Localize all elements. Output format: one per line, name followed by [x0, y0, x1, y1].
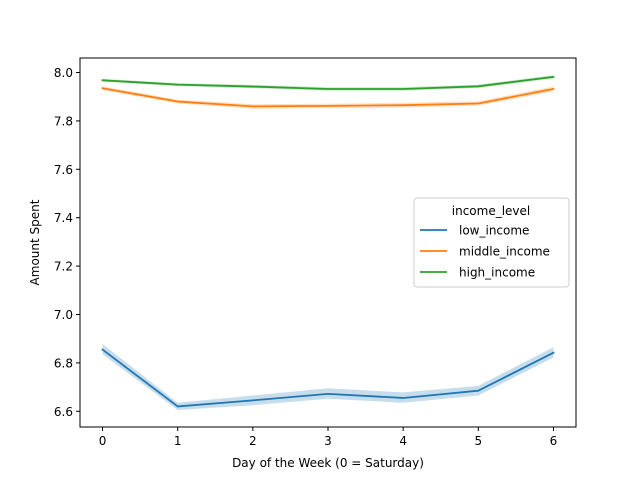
y-tick-label: 6.8 [54, 356, 73, 370]
x-axis-ticks: 0 1 2 3 4 5 6 [99, 427, 558, 448]
series-line-high_income [101, 75, 555, 90]
x-tick-label: 0 [99, 434, 107, 448]
x-tick-label: 2 [249, 434, 257, 448]
legend-label-middle_income: middle_income [459, 245, 550, 259]
confidence-band-middle_income [102, 86, 554, 109]
y-tick-label: 7.8 [54, 114, 73, 128]
y-tick-label: 7.4 [54, 211, 73, 225]
series-line-low_income [101, 348, 555, 408]
legend-label-low_income: low_income [459, 224, 529, 238]
series-line-middle_income [101, 87, 555, 108]
y-tick-label: 7.6 [54, 163, 73, 177]
y-tick-label: 8.0 [54, 66, 73, 80]
x-tick-label: 6 [550, 434, 558, 448]
y-tick-label: 6.6 [54, 405, 73, 419]
legend-title: income_level [452, 204, 531, 218]
x-tick-label: 1 [174, 434, 182, 448]
legend: income_level low_income middle_incomehigh… [413, 197, 570, 288]
y-tick-label: 7.0 [54, 308, 73, 322]
x-axis-label: Day of the Week (0 = Saturday) [232, 456, 424, 470]
x-tick-label: 3 [324, 434, 332, 448]
legend-label-high_income: high_income [459, 266, 535, 280]
y-axis-label: Amount Spent [28, 199, 42, 285]
y-axis-ticks: 6.6 6.8 7.0 7.2 7.4 7.6 7.8 8.0 [54, 66, 80, 419]
y-tick-label: 7.2 [54, 260, 73, 274]
x-tick-label: 5 [474, 434, 482, 448]
x-tick-label: 4 [399, 434, 407, 448]
legend-box [413, 197, 570, 288]
series-lines [101, 75, 555, 408]
